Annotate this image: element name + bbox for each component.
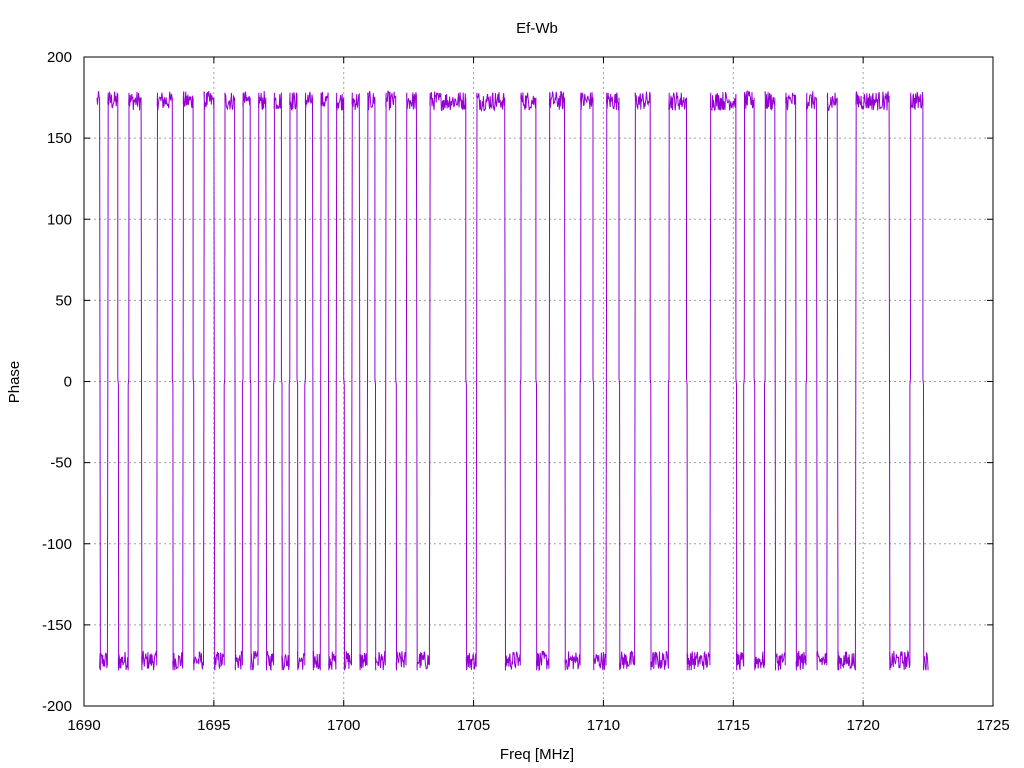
x-tick-label: 1715	[717, 717, 750, 734]
y-axis-label: Phase	[6, 361, 23, 404]
x-axis-label: Freq [MHz]	[500, 746, 574, 763]
x-tick-label: 1695	[197, 717, 230, 734]
x-tick-label: 1705	[457, 717, 490, 734]
series-group	[96, 90, 929, 672]
x-tick-label: 1710	[587, 717, 620, 734]
y-tick-label: -50	[50, 455, 72, 472]
phase-series-line	[96, 90, 929, 672]
x-tick-label: 1720	[846, 717, 879, 734]
y-tick-label: -150	[42, 617, 72, 634]
y-tick-label: 200	[47, 49, 72, 66]
x-tick-label: 1700	[327, 717, 360, 734]
y-tick-label: 150	[47, 130, 72, 147]
y-tick-label: 0	[64, 374, 72, 391]
x-tick-label: 1690	[67, 717, 100, 734]
y-tick-label: -100	[42, 536, 72, 553]
x-tick-label: 1725	[976, 717, 1009, 734]
y-tick-label: -200	[42, 698, 72, 715]
axis-ticks: 1690 1695 1700 1705 1710 1715 1720 1725 200 150 10…	[42, 49, 1010, 734]
grid-lines	[84, 57, 993, 706]
y-tick-label: 50	[55, 292, 72, 309]
chart-title: Ef-Wb	[516, 20, 558, 37]
y-tick-label: 100	[47, 211, 72, 228]
